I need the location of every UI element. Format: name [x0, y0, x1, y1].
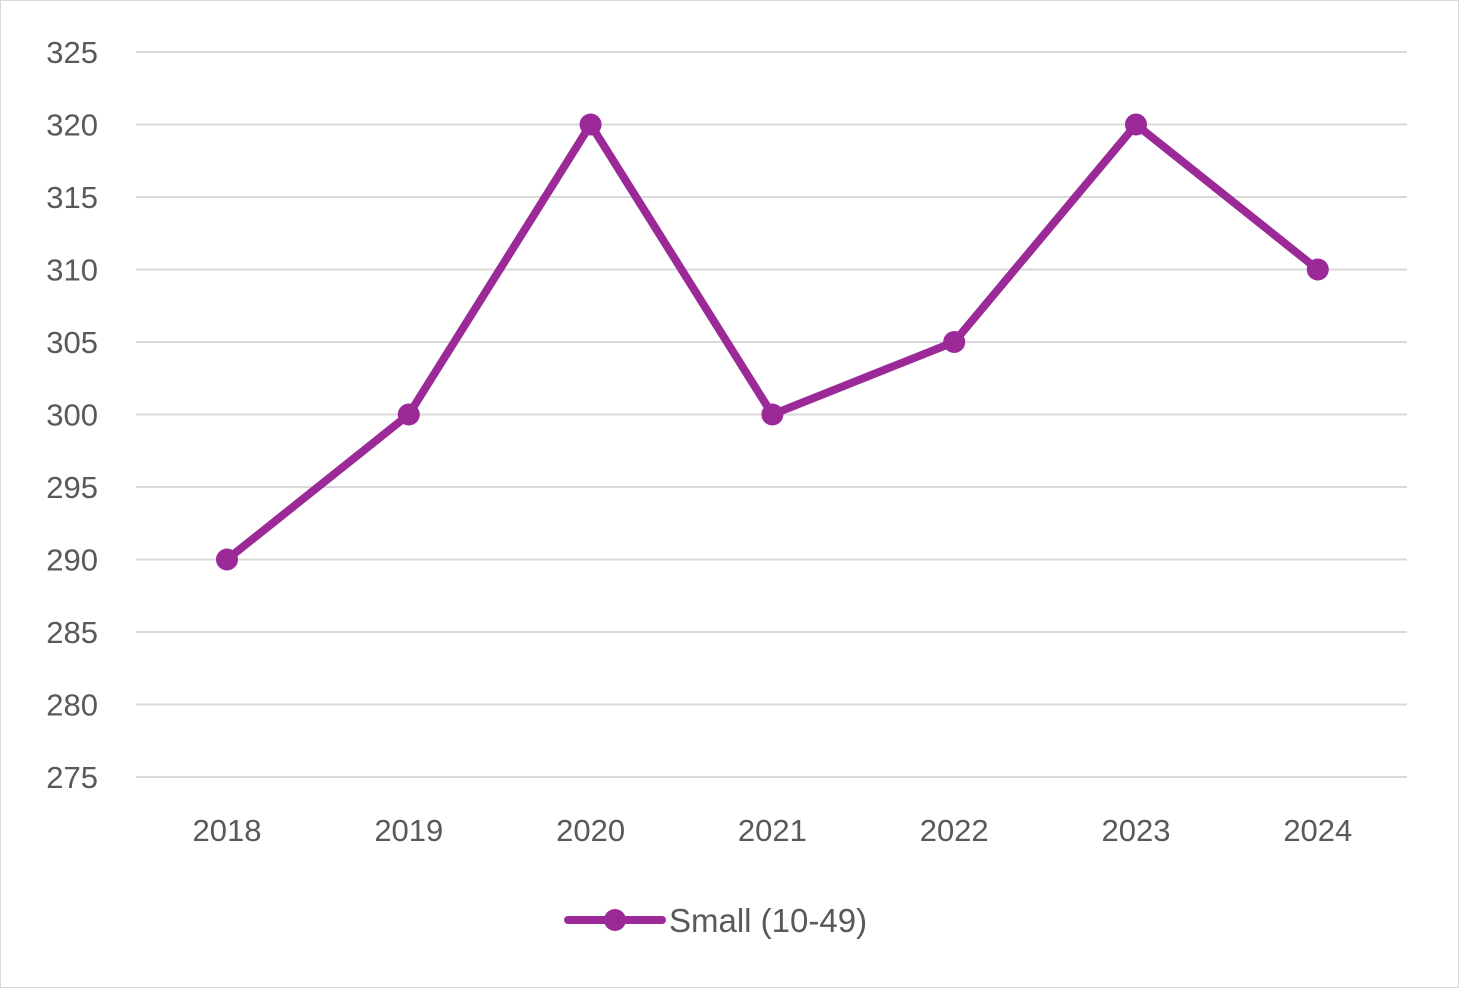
- data-point: [397, 403, 420, 426]
- y-tick-label: 300: [46, 398, 98, 433]
- data-point: [579, 113, 602, 136]
- data-point: [1125, 113, 1147, 136]
- x-tick-label: 2019: [374, 813, 443, 848]
- x-tick-label: 2022: [920, 813, 989, 848]
- legend-marker-icon: [604, 909, 626, 931]
- y-tick-label: 275: [46, 760, 98, 795]
- data-point: [943, 331, 966, 353]
- y-tick-label: 295: [46, 470, 98, 505]
- legend-label: Small (10-49): [669, 902, 867, 939]
- data-point: [216, 548, 238, 571]
- x-tick-label: 2018: [193, 813, 262, 848]
- y-tick-label: 320: [46, 108, 98, 143]
- legend: Small (10-49): [564, 902, 867, 939]
- x-tick-label: 2021: [738, 813, 807, 848]
- x-tick-label: 2024: [1283, 813, 1352, 848]
- y-tick-label: 315: [46, 180, 98, 215]
- x-tick-label: 2020: [556, 813, 625, 848]
- y-axis: 325 320 315 310 305 300 295 290 285 280 275: [46, 35, 98, 795]
- y-tick-label: 290: [46, 543, 98, 578]
- y-tick-label: 310: [46, 253, 98, 288]
- y-tick-label: 325: [46, 35, 98, 70]
- data-point: [761, 403, 784, 426]
- y-tick-label: 305: [46, 325, 98, 360]
- y-tick-label: 285: [46, 615, 98, 650]
- y-tick-label: 280: [46, 688, 98, 723]
- series-small: [216, 113, 1329, 571]
- x-tick-label: 2023: [1102, 813, 1171, 848]
- x-axis: 2018 2019 2020 2021 2022 2023 2024: [193, 813, 1353, 848]
- data-point: [1306, 258, 1329, 281]
